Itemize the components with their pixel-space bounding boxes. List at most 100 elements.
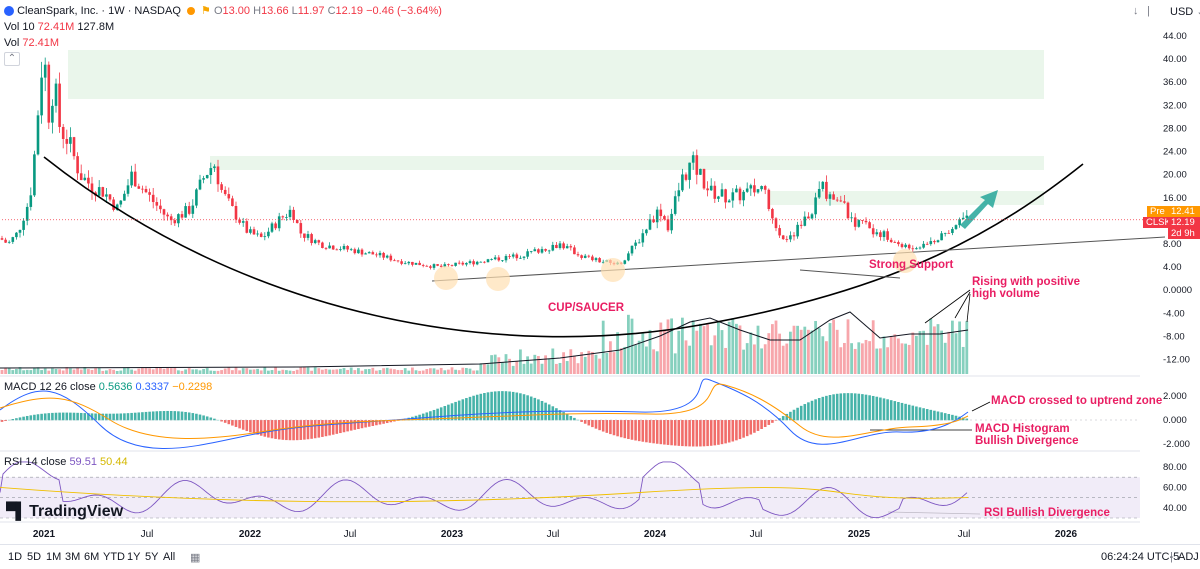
macd-legend[interactable]: MACD 12 26 close 0.5636 0.3337 −0.2298 bbox=[4, 381, 212, 393]
candle-body bbox=[404, 263, 407, 264]
candle-body bbox=[138, 186, 141, 188]
macd-histogram-bar bbox=[26, 416, 29, 420]
macd-histogram-bar bbox=[717, 420, 720, 445]
macd-histogram-bar bbox=[746, 420, 749, 436]
date-range-icon[interactable]: ▦ bbox=[190, 551, 200, 564]
timeframe-all[interactable]: All bbox=[163, 551, 175, 563]
candle-body bbox=[19, 230, 22, 233]
volume-bar bbox=[307, 367, 310, 374]
candle-body bbox=[696, 155, 699, 175]
rsi-axis-label: 80.00 bbox=[1163, 462, 1187, 473]
volume-bar bbox=[350, 368, 353, 374]
volume-bar bbox=[40, 370, 43, 374]
macd-histogram-bar bbox=[534, 398, 537, 420]
macd-histogram-bar bbox=[174, 411, 177, 420]
candle-body bbox=[638, 242, 641, 243]
volume-bar bbox=[389, 369, 392, 374]
candle-body bbox=[141, 189, 144, 190]
volume-bar bbox=[289, 371, 292, 374]
candle-body bbox=[346, 246, 349, 250]
timeframe-3m[interactable]: 3M bbox=[65, 551, 80, 563]
candle-body bbox=[732, 192, 735, 200]
collapse-legend-icon[interactable]: ⌃ bbox=[4, 52, 20, 66]
volume-bar bbox=[699, 324, 702, 374]
volume-bar bbox=[69, 368, 72, 374]
volume-bar bbox=[130, 370, 133, 374]
support-touch-marker bbox=[486, 267, 510, 291]
candle-body bbox=[930, 241, 933, 244]
macd-histogram-note-line-1: MACD Histogram bbox=[975, 423, 1070, 435]
timeframe-1d[interactable]: 1D bbox=[8, 551, 22, 563]
rsi-name: RSI 14 close bbox=[4, 456, 66, 468]
timeframe-5d[interactable]: 5D bbox=[27, 551, 41, 563]
macd-histogram-bar bbox=[901, 403, 904, 420]
rsi-value-2: 50.44 bbox=[100, 456, 128, 468]
macd-histogram-bar bbox=[764, 420, 767, 427]
volume-bar bbox=[73, 370, 76, 374]
flag-icon[interactable]: ⚑ bbox=[201, 5, 211, 17]
macd-histogram-bar bbox=[663, 420, 666, 445]
volume-bar bbox=[163, 369, 166, 374]
volume-bar bbox=[965, 321, 968, 374]
volume-bar bbox=[368, 369, 371, 374]
macd-histogram-bar bbox=[228, 420, 231, 424]
candle-body bbox=[832, 194, 835, 199]
macd-histogram-bar bbox=[883, 398, 886, 420]
volume-bar bbox=[847, 319, 850, 374]
volume-bar bbox=[929, 319, 932, 374]
macd-histogram-bar bbox=[638, 420, 641, 441]
macd-histogram-bar bbox=[804, 404, 807, 420]
candle-body bbox=[12, 237, 15, 242]
volume-bar bbox=[710, 345, 713, 374]
vol10-legend[interactable]: Vol 10 72.41M 127.8M bbox=[4, 21, 114, 33]
currency-select[interactable]: USD ⌄ bbox=[1170, 5, 1200, 18]
macd-histogram-bar bbox=[231, 420, 234, 426]
volume-bar bbox=[605, 353, 608, 374]
volume-bar bbox=[958, 321, 961, 374]
symbol-header[interactable]: CleanSpark, Inc. · 1W · NASDAQ ⚑ O13.00 … bbox=[4, 4, 442, 17]
price-axis-label: -12.00 bbox=[1163, 355, 1190, 366]
macd-histogram-bar bbox=[33, 415, 36, 421]
macd-histogram-bar bbox=[22, 417, 25, 421]
price-axis-label: 4.00 bbox=[1163, 262, 1182, 273]
price-chart[interactable]: 44.0040.0036.0032.0028.0024.0020.0016.00… bbox=[0, 0, 1200, 544]
macd-histogram-bar bbox=[458, 401, 461, 421]
timeframe-5y[interactable]: 5Y bbox=[145, 551, 158, 563]
volume-bar bbox=[623, 347, 626, 374]
timeframe-ytd[interactable]: YTD bbox=[103, 551, 125, 563]
macd-histogram-bar bbox=[530, 397, 533, 421]
adj-toggle[interactable]: ADJ bbox=[1178, 551, 1199, 563]
volume-bar bbox=[202, 369, 205, 374]
macd-histogram-bar bbox=[44, 413, 47, 420]
macd-histogram-bar bbox=[469, 397, 472, 420]
timeframe-1y[interactable]: 1Y bbox=[127, 551, 140, 563]
volume-bar bbox=[598, 359, 601, 374]
vol-legend[interactable]: Vol 72.41M bbox=[4, 37, 59, 49]
price-axis-label: -8.00 bbox=[1163, 331, 1185, 342]
macd-histogram-bar bbox=[134, 413, 137, 421]
candle-body bbox=[177, 214, 180, 223]
candle-body bbox=[804, 217, 807, 226]
candle-body bbox=[757, 189, 760, 192]
macd-histogram-bar bbox=[37, 414, 40, 420]
timeframe-6m[interactable]: 6M bbox=[84, 551, 99, 563]
volume-bar bbox=[566, 361, 569, 374]
time-axis-label: Jul bbox=[547, 529, 560, 540]
premarket-label: Pre bbox=[1147, 206, 1168, 217]
candle-body bbox=[66, 139, 69, 144]
rsi-legend[interactable]: RSI 14 close 59.51 50.44 bbox=[4, 456, 128, 468]
timeframe-1m[interactable]: 1M bbox=[46, 551, 61, 563]
macd-histogram-bar bbox=[336, 420, 339, 434]
macd-histogram-bar bbox=[159, 411, 162, 420]
macd-histogram-bar bbox=[926, 409, 929, 420]
macd-histogram-bar bbox=[624, 420, 627, 438]
macd-histogram-bar bbox=[602, 420, 605, 432]
volume-bar bbox=[148, 368, 151, 374]
volume-bar bbox=[422, 371, 425, 374]
volume-bar bbox=[526, 356, 529, 374]
tradingview-logo[interactable]: ▀▌ TradingView bbox=[6, 503, 123, 521]
volume-bar bbox=[832, 320, 835, 374]
volume-bar bbox=[641, 332, 644, 374]
alert-down-icon[interactable]: ↓ bbox=[1133, 5, 1139, 17]
candle-body bbox=[814, 197, 817, 214]
